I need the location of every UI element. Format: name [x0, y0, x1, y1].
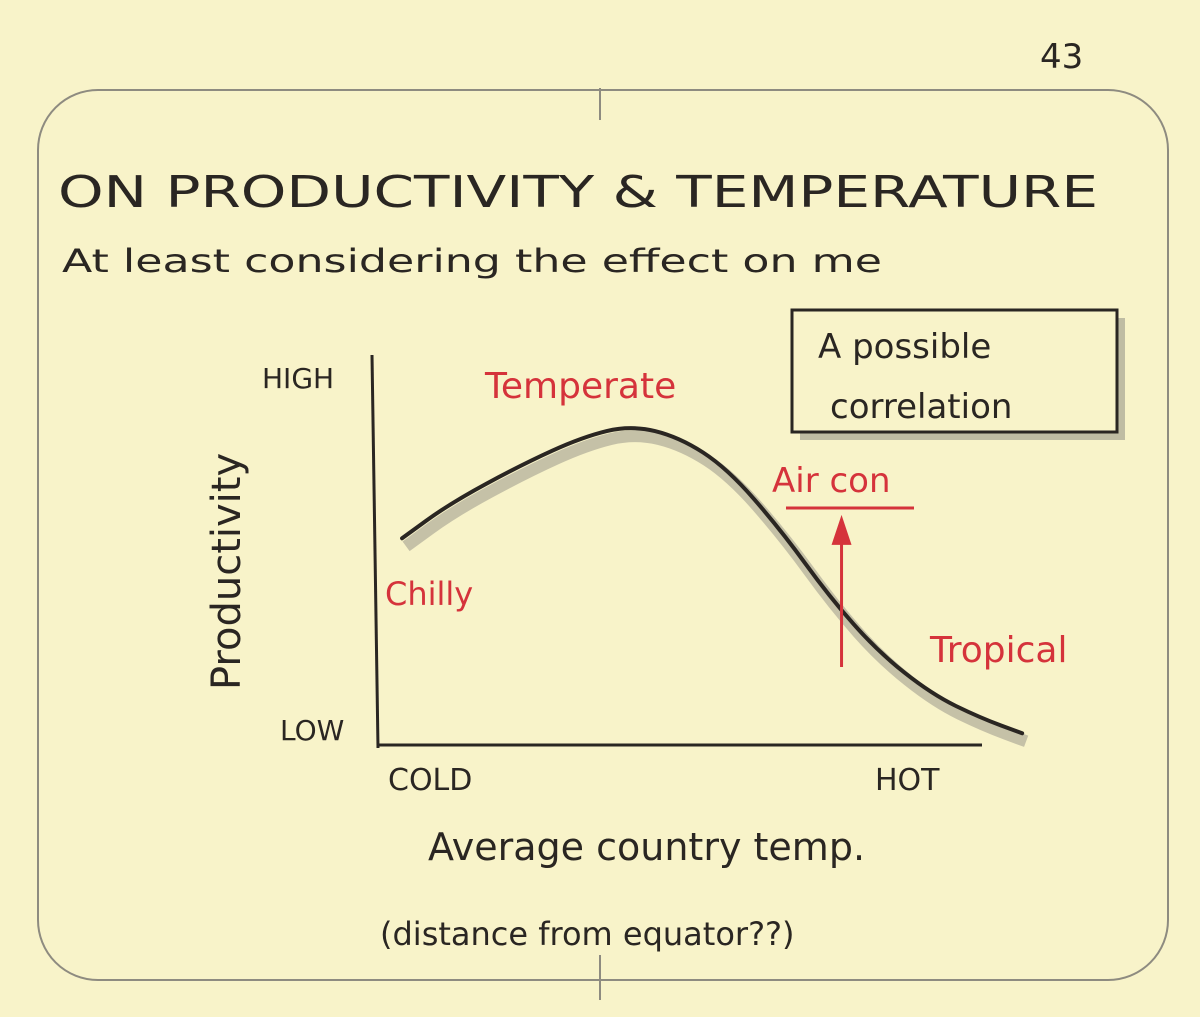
- label-chilly: Chilly: [385, 575, 473, 613]
- x-tick-hot: HOT: [875, 763, 940, 798]
- y-axis-label: Productivity: [204, 453, 250, 690]
- page-title: ON PRODUCTIVITY & TEMPERATURE: [58, 167, 1098, 218]
- label-temperate: Temperate: [484, 366, 676, 407]
- note-box: [790, 308, 1119, 434]
- productivity-curve: [400, 426, 1025, 736]
- page-number: 43: [1040, 37, 1083, 77]
- note-box-line2: correlation: [830, 387, 1012, 427]
- note-box-line1: A possible: [818, 327, 991, 367]
- y-axis: [370, 354, 380, 749]
- y-tick-low: LOW: [280, 714, 344, 747]
- x-tick-cold: COLD: [388, 763, 472, 798]
- aircon-arrow-head-icon: [831, 514, 852, 545]
- x-axis-note: (distance from equator??): [380, 915, 795, 953]
- y-tick-high: HIGH: [262, 362, 334, 395]
- label-aircon: Air con: [772, 461, 891, 501]
- panel-border: [37, 89, 1169, 981]
- subtitle: At least considering the effect on me: [62, 242, 882, 280]
- x-axis-label: Average country temp.: [428, 825, 865, 869]
- curve-shadow: [402, 430, 1029, 747]
- label-tropical: Tropical: [929, 630, 1067, 671]
